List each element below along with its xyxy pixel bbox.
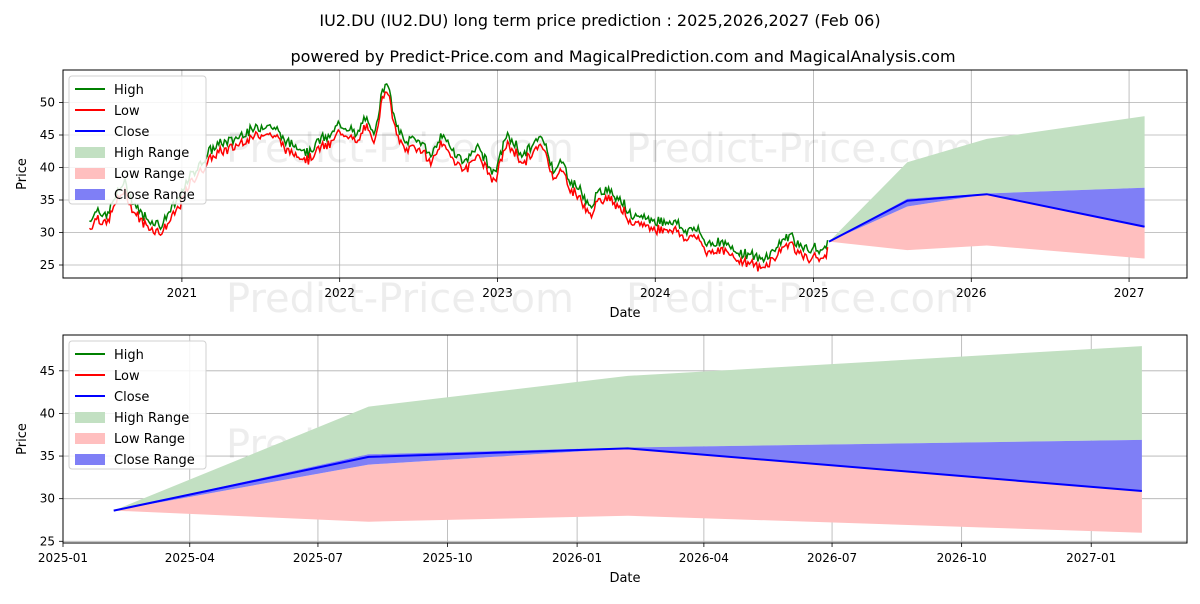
top-legend-swatch xyxy=(75,189,105,200)
top-x-tick-label: 2025 xyxy=(798,286,829,300)
bottom-x-tick-label: 2026-01 xyxy=(552,551,602,565)
bottom-legend-label: Low Range xyxy=(114,432,185,447)
top-y-axis-label: Price xyxy=(15,158,30,190)
bottom-legend-label: High xyxy=(114,348,144,363)
top-y-tick-label: 30 xyxy=(40,226,55,240)
bottom-close-forecast-line xyxy=(113,447,1142,512)
top-y-tick-label: 35 xyxy=(40,193,55,207)
bottom-legend-swatch xyxy=(75,454,105,465)
top-x-axis-label: Date xyxy=(609,306,640,321)
bottom-y-tick-label: 30 xyxy=(40,492,55,506)
bottom-plot-frame xyxy=(62,334,1188,544)
bottom-x-axis-label: Date xyxy=(609,571,640,586)
top-x-tick-label: 2026 xyxy=(956,286,987,300)
top-y-tick-label: 25 xyxy=(40,258,55,272)
bottom-legend-label: Low xyxy=(114,369,140,384)
bottom-x-tick-label: 2025-10 xyxy=(422,551,472,565)
bottom-y-tick-label: 25 xyxy=(40,534,55,548)
bottom-x-tick-label: 2025-01 xyxy=(38,551,88,565)
bottom-x-tick-label: 2026-10 xyxy=(937,551,987,565)
bottom-y-tick-label: 40 xyxy=(40,406,55,420)
bottom-legend-swatch xyxy=(75,412,105,423)
bottom-high-range-area xyxy=(113,346,1142,511)
top-high-series-line xyxy=(89,82,829,264)
top-x-tick-label: 2023 xyxy=(482,286,513,300)
top-watermark: Predict-Price.com xyxy=(626,276,974,322)
top-legend-label: Low xyxy=(114,104,140,119)
bottom-legend-label: Close Range xyxy=(114,453,195,468)
bottom-x-tick-label: 2025-04 xyxy=(165,551,215,565)
bottom-low-range-area xyxy=(113,448,1142,533)
bottom-x-tick-label: 2026-04 xyxy=(679,551,729,565)
bottom-x-tick-label: 2027-01 xyxy=(1066,551,1116,565)
chart-subtitle: powered by Predict-Price.com and Magical… xyxy=(290,47,955,66)
top-legend-swatch xyxy=(75,147,105,158)
top-watermark: Predict-Price.com xyxy=(226,276,574,322)
top-low-range-area xyxy=(829,194,1145,259)
top-x-tick-label: 2027 xyxy=(1114,286,1145,300)
top-legend-swatch xyxy=(75,168,105,179)
bottom-legend-swatch xyxy=(75,433,105,444)
bottom-y-tick-label: 45 xyxy=(40,364,55,378)
top-legend-label: High Range xyxy=(114,146,189,161)
top-low-series-line xyxy=(88,91,829,272)
bottom-y-tick-label: 35 xyxy=(40,449,55,463)
top-x-tick-label: 2021 xyxy=(167,286,198,300)
top-legend-label: High xyxy=(114,83,144,98)
bottom-legend-label: High Range xyxy=(114,411,189,426)
bottom-legend-label: Close xyxy=(114,390,149,405)
top-y-tick-label: 40 xyxy=(40,161,55,175)
chart-title: IU2.DU (IU2.DU) long term price predicti… xyxy=(319,11,880,30)
top-high-range-area xyxy=(829,116,1145,242)
top-x-tick-label: 2024 xyxy=(640,286,671,300)
top-legend-label: Close xyxy=(114,125,149,140)
top-y-tick-label: 45 xyxy=(40,128,55,142)
bottom-x-tick-label: 2026-07 xyxy=(807,551,857,565)
top-plot-frame xyxy=(62,69,1188,279)
bottom-x-tick-label: 2025-07 xyxy=(293,551,343,565)
top-x-tick-label: 2022 xyxy=(324,286,355,300)
top-legend-label: Low Range xyxy=(114,167,185,182)
top-close-forecast-line xyxy=(828,193,1145,243)
top-legend-label: Close Range xyxy=(114,188,195,203)
top-y-tick-label: 50 xyxy=(40,96,55,110)
bottom-y-axis-label: Price xyxy=(15,423,30,455)
